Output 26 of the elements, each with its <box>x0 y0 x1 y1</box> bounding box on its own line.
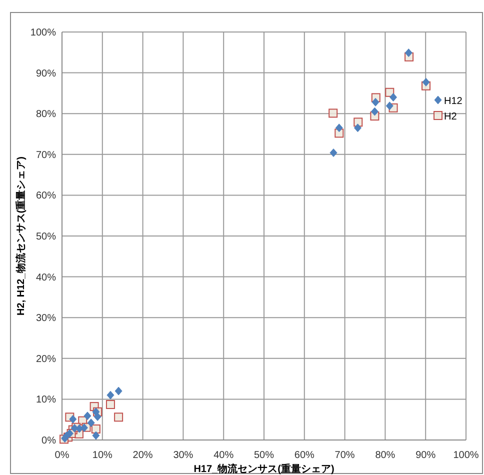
y-tick-label: 0% <box>42 436 56 446</box>
legend-label: H12 <box>444 96 463 107</box>
x-tick-label: 70% <box>334 450 355 461</box>
x-axis-title: H17_物流センサス(重量シェア) <box>194 463 334 475</box>
y-tick-label: 70% <box>36 150 56 161</box>
x-tick-label: 10% <box>92 450 113 461</box>
x-tick-label: 90% <box>416 450 436 461</box>
x-tick-label: 40% <box>214 450 234 461</box>
y-tick-label: 100% <box>30 28 56 38</box>
y-tick-label: 10% <box>36 394 56 406</box>
y-tick-label: 80% <box>36 109 56 120</box>
y-tick-label: 50% <box>36 232 56 242</box>
x-tick-label: 60% <box>294 450 315 461</box>
x-tick-label: 100% <box>453 450 479 461</box>
x-tick-label: 30% <box>173 450 194 461</box>
y-tick-label: 20% <box>36 354 56 365</box>
y-tick-label: 90% <box>36 68 56 80</box>
x-tick-label: 20% <box>132 450 153 461</box>
x-tick-label: 80% <box>375 450 396 461</box>
y-tick-label: 60% <box>36 190 56 202</box>
y-axis-title: H2, H12_物流センサス(重量シェア) <box>15 156 27 316</box>
legend-label: H2 <box>444 112 458 122</box>
y-tick-label: 30% <box>36 313 56 324</box>
x-tick-label: 50% <box>254 450 274 461</box>
x-tick-label: 0% <box>54 450 70 461</box>
y-tick-label: 40% <box>36 272 56 284</box>
